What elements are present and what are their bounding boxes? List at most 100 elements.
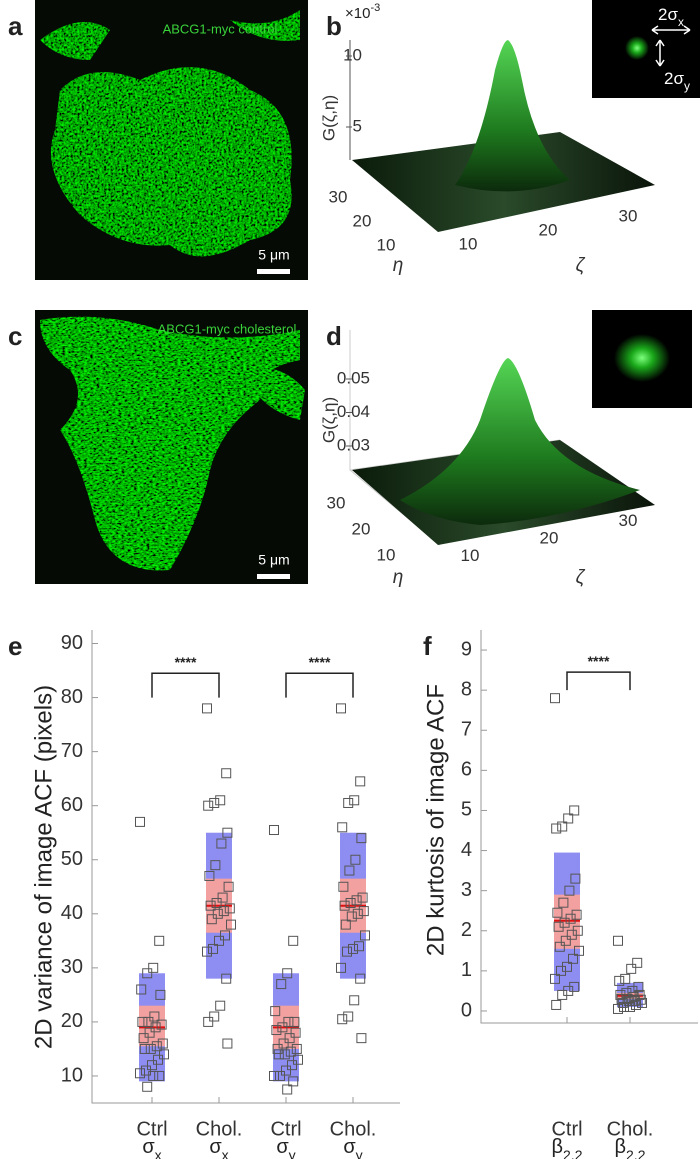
data-point: [619, 1001, 629, 1012]
data-point: [212, 908, 223, 919]
data-point: [203, 1016, 214, 1027]
category-symbol-subscript: 2,2: [626, 1147, 646, 1159]
surface-peak: [455, 40, 570, 192]
data-point: [557, 821, 568, 832]
data-point: [554, 941, 565, 952]
y-tick-label: 50: [61, 848, 83, 870]
data-point: [637, 997, 647, 1008]
significance-bracket: [285, 672, 354, 698]
data-point: [203, 800, 214, 811]
eta-axis-label: η: [393, 255, 404, 276]
data-point: [224, 903, 235, 914]
data-point: [209, 797, 220, 808]
y-tick-label: 90: [61, 632, 83, 654]
data-point: [344, 865, 355, 876]
eta-tick-label: 10: [377, 235, 396, 254]
y-tick-label: 2: [461, 919, 472, 941]
data-point: [205, 900, 216, 911]
significance-label: ****: [175, 654, 197, 670]
data-point: [206, 914, 217, 925]
data-point: [570, 873, 581, 884]
data-point: [613, 1003, 623, 1014]
data-point: [348, 943, 358, 954]
eta-tick-label: 20: [353, 211, 372, 230]
data-point: [620, 973, 631, 984]
y-tick-label: 40: [61, 902, 83, 924]
data-point: [276, 979, 287, 990]
scale-bar: [257, 269, 290, 274]
z-axis-label: G(ζ,η): [319, 397, 338, 443]
data-point: [355, 973, 366, 984]
data-point: [356, 833, 367, 844]
data-point: [208, 943, 218, 954]
y-axis-label: 2D kurtosis of image ACF: [422, 684, 449, 956]
data-point: [288, 935, 299, 946]
image-caption: ABCG1-myc cholesterol: [158, 321, 297, 336]
category-symbol: σy: [276, 1136, 295, 1159]
data-point: [138, 1033, 149, 1044]
inset-label-base: 2σ: [658, 5, 678, 24]
category-symbol-base: σ: [276, 1136, 289, 1158]
data-point: [563, 813, 574, 824]
panel-label: b: [326, 11, 342, 41]
data-point: [215, 795, 226, 806]
data-point: [550, 973, 560, 984]
z-tick-label: 0.05: [337, 368, 370, 387]
data-point: [222, 1038, 233, 1049]
data-point: [569, 805, 580, 816]
eta-tick-label: 30: [327, 493, 346, 512]
data-point: [210, 860, 221, 871]
inset-label-subscript: y: [684, 79, 690, 93]
data-point: [550, 693, 560, 704]
data-point: [283, 1016, 294, 1027]
data-point: [631, 999, 641, 1010]
data-point: [202, 703, 212, 714]
category-symbol-base: β: [615, 1136, 627, 1158]
eta-tick-label: 30: [329, 187, 348, 206]
category-symbol: σy: [343, 1136, 362, 1159]
data-point: [342, 946, 352, 957]
data-point: [556, 965, 566, 976]
data-point: [558, 897, 569, 908]
y-tick-label: 30: [61, 956, 83, 978]
x-tick-label: Chol.: [196, 1118, 243, 1140]
y-tick-label: 4: [461, 839, 472, 861]
category-symbol-base: σ: [142, 1136, 155, 1158]
z-multiplier-superscript: -3: [370, 2, 380, 14]
category-symbol: β2,2: [615, 1136, 646, 1159]
inset-spot: [614, 334, 670, 382]
data-point: [149, 1011, 160, 1022]
data-point: [269, 1070, 279, 1081]
category-symbol-subscript: x: [222, 1147, 229, 1159]
data-point: [272, 1043, 283, 1054]
inset-arrows: [651, 25, 691, 67]
data-point: [291, 1043, 302, 1054]
data-point: [145, 1043, 156, 1054]
axis-line: [480, 630, 698, 1024]
data-point: [560, 935, 571, 946]
data-point: [349, 795, 360, 806]
data-point: [340, 919, 351, 930]
data-point: [144, 1027, 155, 1038]
data-point: [356, 1033, 367, 1044]
data-point: [279, 1049, 290, 1060]
data-point: [349, 995, 360, 1006]
surface-peak: [400, 358, 640, 525]
x-tick-label: Chol.: [607, 1118, 654, 1140]
data-point: [338, 881, 349, 892]
data-point: [282, 968, 293, 979]
x-tick-label: Ctrl: [270, 1118, 301, 1140]
data-point: [284, 1033, 295, 1044]
zeta-tick-label: 10: [459, 234, 478, 253]
y-tick-label: 60: [61, 794, 83, 816]
data-point: [551, 999, 562, 1010]
y-tick-label: 70: [61, 740, 83, 762]
y-tick-label: 9: [461, 638, 472, 660]
y-tick-label: 1: [461, 959, 472, 981]
data-point: [223, 881, 234, 892]
data-point: [285, 1046, 296, 1057]
panel-label: e: [8, 631, 22, 661]
scale-label: 5 μm: [258, 552, 289, 568]
data-point: [568, 953, 578, 964]
z-tick-label: 5: [353, 116, 362, 135]
